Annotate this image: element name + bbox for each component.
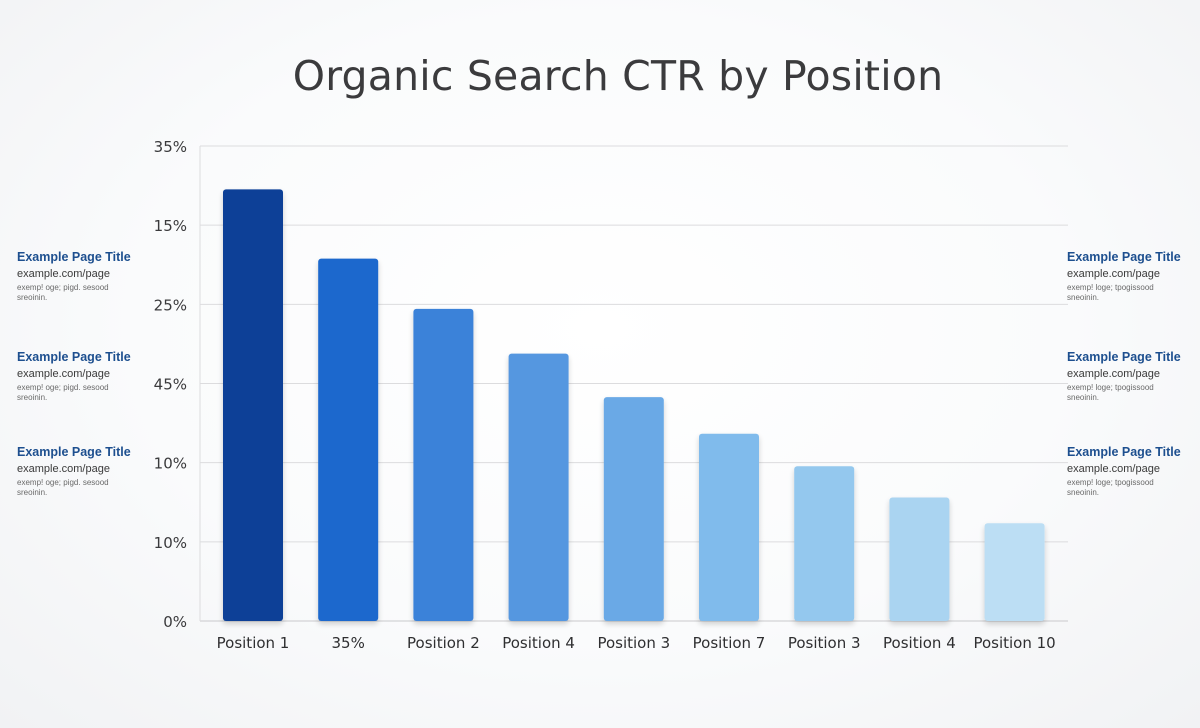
bar <box>413 308 474 621</box>
y-tick-label: 10% <box>154 455 187 473</box>
y-tick-label: 10% <box>154 534 187 552</box>
snippet-url: example.com/page <box>1067 368 1160 380</box>
y-tick-label: 35% <box>154 138 187 156</box>
x-tick-label: Position 4 <box>883 634 956 652</box>
x-tick-label: Position 3 <box>597 634 670 652</box>
bar <box>508 353 569 621</box>
snippet-url: example.com/page <box>1067 463 1160 475</box>
x-tick-label: Position 7 <box>693 634 766 652</box>
bar <box>889 497 950 621</box>
search-snippet-right-3: Example Page Title example.com/page exem… <box>1067 445 1197 498</box>
snippet-description: exemp! oge; pigd. sesood sreoinin. <box>17 478 109 497</box>
snippet-url: example.com/page <box>17 368 110 380</box>
snippet-title[interactable]: Example Page Title <box>17 350 131 364</box>
snippet-description: exemp! loge; tpogissood sneoinin. <box>1067 478 1154 497</box>
snippet-title[interactable]: Example Page Title <box>17 445 131 459</box>
snippet-url: example.com/page <box>17 463 110 475</box>
snippet-title[interactable]: Example Page Title <box>1067 445 1181 459</box>
chart-title: Organic Search CTR by Position <box>292 52 944 100</box>
search-snippet-left-2: Example Page Title example.com/page exem… <box>17 350 167 403</box>
search-snippet-right-1: Example Page Title example.com/page exem… <box>1067 250 1197 303</box>
bar <box>318 258 379 621</box>
snippet-description: exemp! oge; pigd. sesood sreoinin. <box>17 283 109 302</box>
search-snippet-left-3: Example Page Title example.com/page exem… <box>17 445 167 498</box>
x-tick-label: Position 2 <box>407 634 480 652</box>
y-tick-label: 0% <box>163 613 187 631</box>
x-tick-label: Position 10 <box>973 634 1055 652</box>
y-tick-label: 45% <box>154 376 187 394</box>
y-tick-label: 15% <box>154 217 187 235</box>
bar <box>223 189 283 621</box>
snippet-description: exemp! loge; tpogissood sneoinin. <box>1067 283 1154 302</box>
y-tick-label: 25% <box>154 296 187 314</box>
bar <box>699 433 759 621</box>
snippet-title[interactable]: Example Page Title <box>1067 250 1181 264</box>
x-tick-label: Position 4 <box>502 634 575 652</box>
snippet-url: example.com/page <box>1067 268 1160 280</box>
snippet-title[interactable]: Example Page Title <box>1067 350 1181 364</box>
x-tick-label: 35% <box>332 634 365 652</box>
snippet-description: exemp! oge; pigd. sesood sreoinin. <box>17 383 109 402</box>
x-tick-label: Position 3 <box>788 634 861 652</box>
bar <box>603 397 664 621</box>
snippet-url: example.com/page <box>17 268 110 280</box>
search-snippet-left-1: Example Page Title example.com/page exem… <box>17 250 167 303</box>
bar <box>984 523 1045 621</box>
x-tick-label: Position 1 <box>217 634 290 652</box>
search-snippet-right-2: Example Page Title example.com/page exem… <box>1067 350 1197 403</box>
bar <box>794 466 855 621</box>
snippet-title[interactable]: Example Page Title <box>17 250 131 264</box>
snippet-description: exemp! loge; tpogissood sneoinin. <box>1067 383 1154 402</box>
